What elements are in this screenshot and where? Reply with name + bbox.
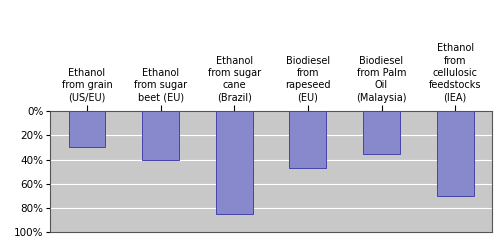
Bar [436, 111, 472, 196]
Bar [215, 111, 252, 214]
Bar [142, 111, 179, 160]
Bar [69, 111, 105, 147]
Bar [362, 111, 399, 154]
Bar [289, 111, 326, 168]
